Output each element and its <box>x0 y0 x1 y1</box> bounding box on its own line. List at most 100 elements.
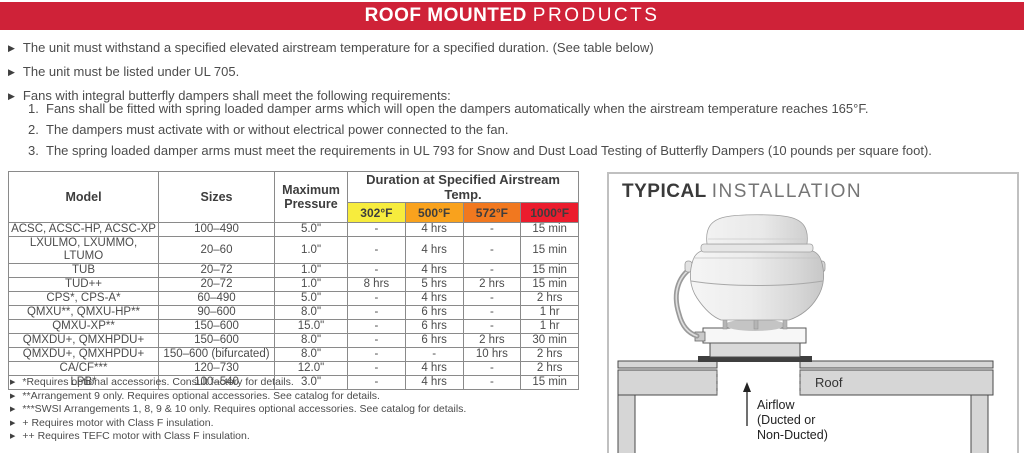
table-cell: 4 hrs <box>404 375 464 390</box>
table-cell: - <box>347 333 406 348</box>
table-cell: TUB <box>8 263 159 278</box>
table-cell: - <box>404 347 464 362</box>
bullet-arrow-icon: ▶ <box>8 91 15 101</box>
footnote-item: ▶ **Arrangement 9 only. Requires optiona… <box>10 389 590 402</box>
bullet-text: The unit must withstand a specified elev… <box>22 40 654 55</box>
item-number: 1. <box>28 101 39 116</box>
table-cell: LPB* <box>8 375 159 390</box>
bullet-item: ▶ Fans with integral butterfly dampers s… <box>8 88 1018 103</box>
table-cell: 20–60 <box>158 236 275 264</box>
column-header-sizes: Sizes <box>158 171 275 223</box>
column-header-max-pressure: Maximum Pressure <box>274 171 348 223</box>
column-header-temp-1000: 1000°F <box>520 202 580 223</box>
footnote-item: ▶ *Requires optional accessories. Consul… <box>10 377 590 388</box>
table-cell: TUD++ <box>8 277 159 292</box>
footnote-item: ▶ + Requires motor with Class F insulati… <box>10 416 590 429</box>
table-header-row: Model Sizes Maximum Pressure Duration at… <box>8 171 580 223</box>
table-row: LXULMO, LXUMMO, LTUMO 20–60 1.0" -4 hrs -15 … <box>8 236 580 264</box>
table-cell: - <box>347 222 406 237</box>
table-cell: 3.0" <box>274 375 348 390</box>
table-cell: 150–600 <box>158 319 275 334</box>
roof-structure <box>617 360 994 453</box>
table-temp-header-row: 302°F 500°F 572°F 1000°F <box>9 202 580 223</box>
table-cell: - <box>347 319 406 334</box>
table-cell: - <box>347 347 406 362</box>
table-cell: 15 min <box>520 236 580 264</box>
table-row: ACSC, ACSC-HP, ACSC-XP 100–490 5.0" -4 hrs -… <box>8 222 580 237</box>
airflow-label: Airflow (Ducted or Non-Ducted) <box>757 398 828 442</box>
banner-title-light: PRODUCTS <box>532 5 660 26</box>
fan-illustration <box>673 214 826 362</box>
table-cell: 2 hrs <box>520 347 580 362</box>
footnote-item: ▶ ***SWSI Arrangements 1, 8, 9 & 10 only… <box>10 404 590 415</box>
table-cell: 1.0" <box>274 277 348 292</box>
table-cell: QMXU-XP** <box>8 319 159 334</box>
roof-label: Roof <box>815 375 843 390</box>
table-cell: 2 hrs <box>462 333 522 348</box>
table-cell: - <box>347 236 406 264</box>
airflow-arrow <box>743 382 751 426</box>
table-cell: 90–600 <box>158 305 275 320</box>
table-cell: CA/CF*** <box>8 361 159 376</box>
table-row: QMXDU+, QMXHPDU+ 150–600 (bifurcated) 8.0"… <box>8 347 580 362</box>
table-cell: 4 hrs <box>404 361 464 376</box>
numbered-item: 3. The spring loaded damper arms must me… <box>28 142 1018 159</box>
footnote-text: **Arrangement 9 only. Requires optional … <box>22 389 380 402</box>
table-cell: - <box>462 222 522 237</box>
table-cell: ACSC, ACSC-HP, ACSC-XP <box>8 222 159 237</box>
panel-title: TYPICAL INSTALLATION <box>622 181 862 203</box>
table-cell: 150–600 <box>158 333 275 348</box>
table-cell: 1 hr <box>520 319 580 334</box>
item-number: 2. <box>28 122 39 137</box>
table-cell: 8 hrs <box>347 277 406 292</box>
table-cell: QMXU**, QMXU-HP** <box>8 305 159 320</box>
item-text: Fans shall be fitted with spring loaded … <box>46 101 869 116</box>
bullet-arrow-icon: ▶ <box>10 392 16 400</box>
table-cell: 15 min <box>520 263 580 278</box>
table-cell: - <box>347 305 406 320</box>
numbered-item: 2. The dampers must activate with or wit… <box>28 121 1018 138</box>
table-cell: 4 hrs <box>404 236 464 264</box>
table-cell: 2 hrs <box>462 277 522 292</box>
bullet-item: ▶ The unit must withstand a specified el… <box>8 40 1018 55</box>
table-cell: 4 hrs <box>404 222 464 237</box>
table-cell: 15.0" <box>274 319 348 334</box>
table-cell: 6 hrs <box>404 305 464 320</box>
table-cell: 15 min <box>520 375 580 390</box>
bullet-arrow-icon: ▶ <box>10 433 16 440</box>
table-cell: 150–600 (bifurcated) <box>158 347 275 362</box>
spec-table-body: ACSC, ACSC-HP, ACSC-XP 100–490 5.0" -4 hrs -… <box>8 222 580 390</box>
table-cell: 100–490 <box>158 222 275 237</box>
table-cell: 8.0" <box>274 333 348 348</box>
table-cell: 4 hrs <box>404 263 464 278</box>
column-header-temp-572: 572°F <box>462 202 522 223</box>
table-cell: 100–540 <box>158 375 275 390</box>
table-cell: 8.0" <box>274 305 348 320</box>
table-cell: 6 hrs <box>404 319 464 334</box>
footnote-text: ***SWSI Arrangements 1, 8, 9 & 10 only. … <box>22 403 467 415</box>
bullet-arrow-icon: ▶ <box>8 67 15 77</box>
table-cell: 10 hrs <box>462 347 522 362</box>
table-cell: 30 min <box>520 333 580 348</box>
table-cell: - <box>462 375 522 390</box>
table-cell: 1.0" <box>274 263 348 278</box>
table-cell: 1 hr <box>520 305 580 320</box>
table-cell: CPS*, CPS-A* <box>8 291 159 306</box>
panel-title-bold: TYPICAL <box>622 181 707 202</box>
table-row: QMXU-XP** 150–600 15.0" -6 hrs -1 hr <box>8 319 580 334</box>
panel-title-light: INSTALLATION <box>711 181 863 202</box>
banner-title-bold: ROOF MOUNTED <box>364 5 527 26</box>
table-row: CPS*, CPS-A* 60–490 5.0" -4 hrs -2 hrs <box>8 291 580 306</box>
footnote-text: *Requires optional accessories. Consult … <box>22 376 294 388</box>
table-cell: QMXDU+, QMXHPDU+ <box>8 333 159 348</box>
spec-table: Model Sizes Maximum Pressure Duration at… <box>8 171 580 390</box>
table-row: QMXDU+, QMXHPDU+ 150–600 8.0" -6 hrs 2 hrs 30… <box>8 333 580 348</box>
column-header-temp-302: 302°F <box>347 202 406 223</box>
column-header-model: Model <box>8 171 159 223</box>
table-cell: 15 min <box>520 222 580 237</box>
table-cell: 120–730 <box>158 361 275 376</box>
footnote-text: + Requires motor with Class F insulation… <box>22 416 214 429</box>
typical-installation-panel: TYPICAL INSTALLATION Roof Airflow (Ducted… <box>607 172 1019 453</box>
page-banner: ROOF MOUNTED PRODUCTS <box>0 2 1024 30</box>
